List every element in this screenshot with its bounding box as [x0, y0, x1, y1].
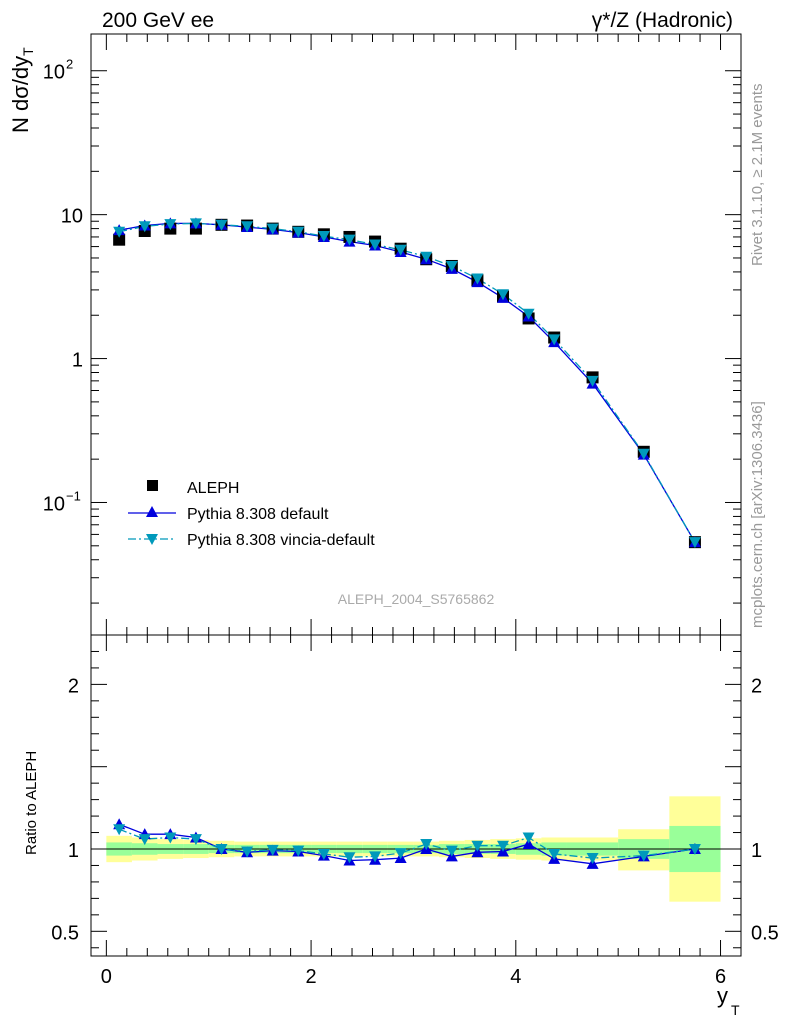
main-point-vincia [189, 218, 202, 230]
main-y-axis-label-text: N dσ/dy [8, 56, 33, 133]
main-y-tick-label-exponent: 2 [66, 57, 73, 72]
ratio-point-vincia [113, 824, 126, 836]
legend-label-default: Pythia 8.308 default [187, 506, 329, 523]
ratio-y-tick-label-right: 2 [751, 675, 762, 697]
main-point-vincia [317, 231, 330, 243]
data-series [113, 217, 701, 869]
main-point-vincia [522, 308, 535, 320]
mcplots-label: mcplots.cern.ch [arXiv:1306.3436] [749, 401, 766, 628]
legend-label-aleph: ALEPH [187, 480, 239, 497]
main-y-tick-label-exponent: −1 [66, 488, 81, 503]
main-point-vincia [292, 226, 305, 238]
main-point-aleph [113, 233, 126, 246]
main-point-vincia [343, 234, 356, 246]
analysis-watermark: ALEPH_2004_S5765862 [338, 591, 495, 607]
main-point-vincia [138, 221, 151, 233]
ratio-point-vincia [420, 839, 433, 851]
main-y-tick-label: 10 [43, 62, 65, 84]
x-tick-label: 2 [306, 966, 317, 988]
main-point-vincia [113, 226, 126, 238]
x-tick-label: 6 [715, 966, 726, 988]
ratio-point-vincia [215, 844, 228, 855]
ratio-point-default [471, 846, 484, 858]
main-point-vincia [688, 537, 701, 549]
ratio-point-vincia [637, 850, 650, 862]
ratio-y-axis-label: Ratio to ALEPH [23, 751, 40, 855]
main-point-vincia [497, 289, 510, 301]
rivet-version-label: Rivet 3.1.10, ≥ 2.1M events [749, 84, 766, 267]
ratio-point-vincia [394, 848, 407, 860]
ratio-point-vincia [497, 840, 510, 852]
ratio-point-default [522, 838, 535, 850]
legend-marker-vincia [146, 534, 158, 545]
main-point-vincia [164, 219, 177, 231]
ratio-point-vincia [164, 832, 177, 844]
ratio-point-vincia [138, 834, 151, 846]
header-left: 200 GeV ee [102, 9, 214, 32]
x-tick-label: 4 [510, 966, 521, 988]
main-point-vincia [215, 219, 228, 231]
ratio-point-vincia [548, 848, 561, 860]
main-point-vincia [394, 244, 407, 256]
ratio-point-vincia [292, 845, 305, 857]
main-y-axis-label: N dσ/dyT [8, 47, 36, 133]
ratio-point-vincia [688, 844, 701, 855]
main-point-vincia [445, 260, 458, 272]
ratio-y-tick-label: 0.5 [51, 922, 79, 944]
ratio-point-vincia [586, 853, 599, 865]
ratio-point-vincia [445, 845, 458, 857]
ratio-panel-frame [90, 634, 742, 957]
main-point-vincia [586, 375, 599, 387]
ratio-y-tick-label: 2 [68, 675, 79, 697]
main-point-vincia [637, 448, 650, 460]
ratio-point-vincia [471, 840, 484, 852]
ratio-point-vincia [343, 852, 356, 864]
main-y-tick-label: 10 [43, 493, 65, 515]
x-tick-label: 0 [101, 966, 112, 988]
ratio-y-tick-label-right: 1 [751, 840, 762, 862]
main-y-tick-label: 1 [72, 350, 83, 372]
main-point-vincia [471, 273, 484, 285]
x-axis-label: y [717, 983, 728, 1008]
main-point-vincia [241, 221, 254, 233]
ratio-point-vincia [189, 834, 202, 846]
ratio-point-vincia [241, 846, 254, 858]
main-y-axis-label-subscript: T [20, 47, 36, 56]
ratio-point-vincia [522, 832, 535, 844]
x-axis-label-subscript: T [731, 1002, 740, 1018]
main-point-vincia [420, 251, 433, 263]
main-point-vincia [369, 239, 382, 251]
legend-marker-aleph [147, 480, 158, 491]
ratio-point-vincia [317, 848, 330, 860]
header-right: γ*/Z (Hadronic) [592, 9, 733, 32]
main-y-tick-label: 10 [61, 206, 83, 228]
ratio-y-tick-label: 1 [68, 840, 79, 862]
legend-marker-default [146, 506, 158, 517]
ratio-point-vincia [369, 851, 382, 863]
main-point-vincia [548, 334, 561, 346]
legend-label-vincia: Pythia 8.308 vincia-default [187, 532, 375, 549]
ratio-y-tick-label-right: 0.5 [751, 922, 779, 944]
main-point-vincia [266, 223, 279, 235]
ratio-point-vincia [266, 844, 279, 856]
legend: ALEPH Pythia 8.308 default Pythia 8.308 … [128, 480, 375, 549]
